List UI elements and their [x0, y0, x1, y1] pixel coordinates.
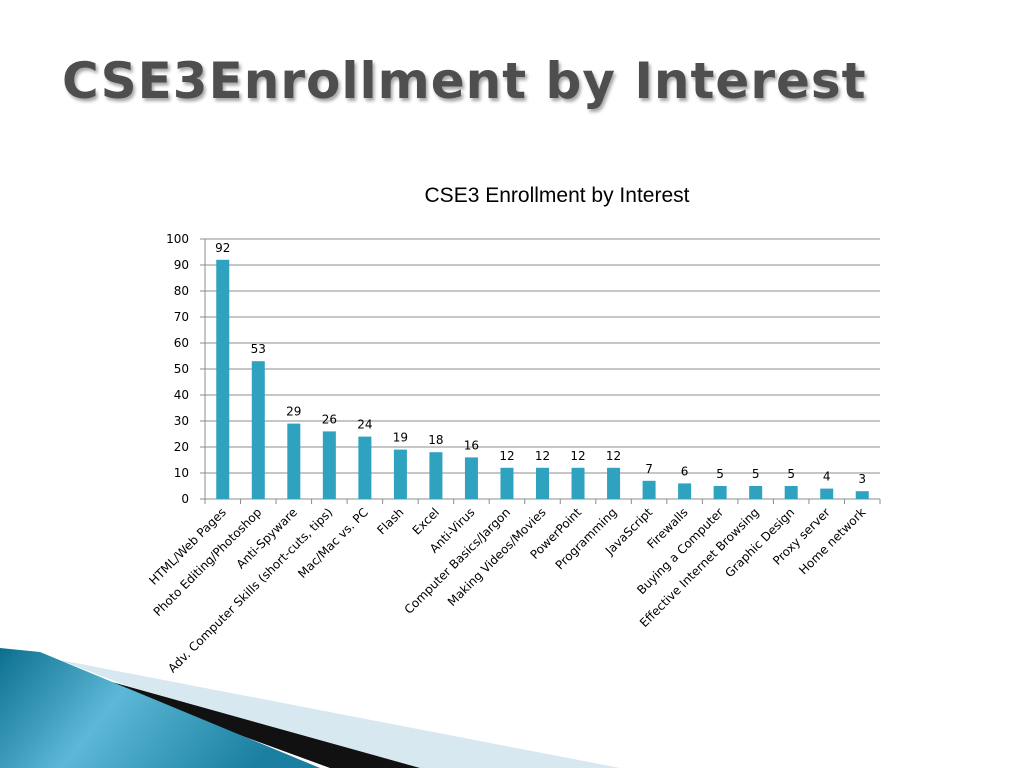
bar-10: [536, 467, 549, 499]
y-tick-label: 60: [174, 336, 189, 350]
y-tick-label: 50: [174, 362, 189, 376]
data-label: 3: [858, 472, 866, 486]
chart-title: CSE3 Enrollment by Interest: [425, 184, 690, 207]
bar-16: [749, 486, 763, 499]
bar-1: [216, 259, 230, 499]
bar-2: [251, 361, 265, 499]
bar-13: [642, 480, 656, 499]
category-label: Excel: [410, 505, 442, 537]
data-label: 12: [606, 449, 621, 463]
data-label: 16: [464, 438, 479, 452]
data-label: 53: [251, 342, 266, 356]
bar-7: [429, 452, 443, 499]
data-label: 12: [535, 449, 550, 463]
y-tick-label: 10: [174, 466, 189, 480]
swoosh-pale-band: [60, 660, 620, 768]
bar-3: [287, 423, 301, 499]
bars: [216, 259, 869, 499]
y-tick-label: 100: [166, 232, 189, 246]
x-axis-tick-marks: [204, 499, 881, 504]
data-label: 26: [322, 412, 337, 426]
bar-14: [678, 483, 692, 499]
category-label: Home network: [796, 505, 868, 577]
category-label: Flash: [374, 505, 406, 537]
y-tick-label: 0: [181, 492, 189, 506]
data-label: 18: [428, 433, 443, 447]
data-label: 19: [393, 431, 408, 445]
data-label: 4: [823, 470, 831, 484]
y-axis-tick-labels: 0 10 20 30 40 50 60 70 80 90 100: [166, 232, 189, 506]
bar-17: [784, 486, 798, 499]
data-label: 29: [286, 405, 301, 419]
bar-12: [607, 467, 621, 499]
data-labels: 92 53 29 26 24 19 18 16 12 12 12 12 7 6 5 5 5 4 3: [215, 241, 866, 486]
data-label: 92: [215, 241, 230, 255]
data-label: 6: [681, 464, 689, 478]
y-tick-label: 20: [174, 440, 189, 454]
bar-9: [500, 467, 514, 499]
data-label: 7: [645, 462, 653, 476]
data-label: 5: [716, 467, 724, 481]
data-label: 5: [787, 467, 795, 481]
slide-title: CSE3Enrollment by Interest: [62, 52, 867, 110]
category-label: Adv. Computer Skills (short-cuts, tips): [165, 505, 335, 675]
data-label: 24: [357, 418, 372, 432]
category-label: Programming: [553, 505, 620, 572]
data-label: 12: [570, 449, 585, 463]
bar-6: [393, 449, 407, 499]
data-label: 5: [752, 467, 760, 481]
bar-19: [855, 491, 869, 499]
y-tick-label: 40: [174, 388, 189, 402]
y-tick-label: 80: [174, 284, 189, 298]
bar-8: [464, 457, 478, 499]
bar-5: [358, 436, 372, 499]
y-tick-label: 90: [174, 258, 189, 272]
data-label: 12: [499, 449, 514, 463]
bar-15: [713, 486, 727, 499]
gridlines: [200, 238, 880, 500]
y-tick-label: 30: [174, 414, 189, 428]
swoosh-black-band: [40, 662, 420, 768]
bar-11: [571, 467, 585, 499]
swoosh-blue-band: [0, 648, 320, 768]
y-tick-label: 70: [174, 310, 189, 324]
bar-4: [322, 431, 336, 499]
bar-18: [820, 488, 834, 499]
